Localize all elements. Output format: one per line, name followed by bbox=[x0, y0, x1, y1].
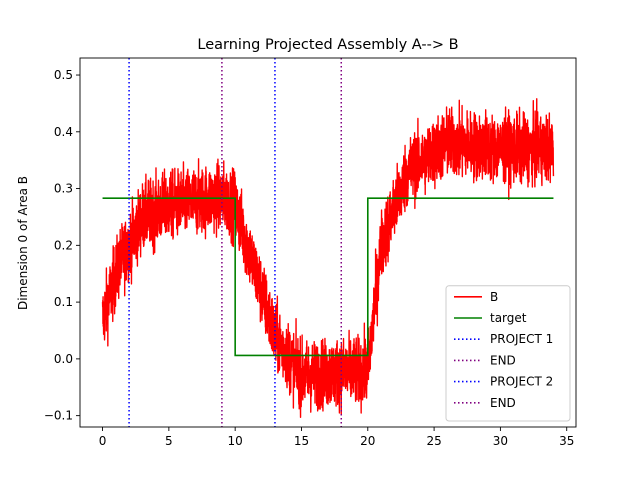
y-tick-label: 0.2 bbox=[54, 238, 73, 252]
legend-label-4: END bbox=[490, 353, 516, 367]
x-tick-label: 25 bbox=[426, 434, 441, 448]
legend-box bbox=[445, 285, 571, 422]
series-b-line bbox=[101, 98, 555, 419]
x-tick-label: 30 bbox=[493, 434, 508, 448]
y-tick-label: 0.3 bbox=[54, 182, 73, 196]
legend-label-5: PROJECT 2 bbox=[490, 375, 553, 389]
x-tick-label: 10 bbox=[228, 434, 243, 448]
x-tick-label: 5 bbox=[165, 434, 173, 448]
legend-label-6: END bbox=[490, 396, 516, 410]
plot-area bbox=[101, 58, 555, 427]
y-axis-label: Dimension 0 of Area B bbox=[16, 176, 30, 310]
x-tick-label: 35 bbox=[559, 434, 574, 448]
chart-title: Learning Projected Assembly A--> B bbox=[197, 37, 458, 53]
axes-frame bbox=[79, 57, 577, 428]
series-target-line bbox=[102, 197, 554, 357]
y-tick-label: 0.0 bbox=[54, 352, 73, 366]
legend-label-1: B bbox=[490, 290, 498, 304]
y-tick-label: −0.1 bbox=[44, 409, 73, 423]
x-tick-label: 15 bbox=[294, 434, 309, 448]
x-tick-label: 0 bbox=[99, 434, 107, 448]
y-tick-label: 0.1 bbox=[54, 295, 73, 309]
axes: 0 5 10 15 20 25 30 35 −0.1 0.0 0.1 0.2 0.3 0.4 0.5 bbox=[44, 57, 577, 448]
x-tick-label: 20 bbox=[360, 434, 375, 448]
plot-clipped-group bbox=[101, 58, 555, 427]
y-tick-label: 0.5 bbox=[54, 68, 73, 82]
legend-label-2: target bbox=[490, 311, 527, 325]
y-tick-label: 0.4 bbox=[54, 125, 73, 139]
legend-label-3: PROJECT 1 bbox=[490, 332, 553, 346]
